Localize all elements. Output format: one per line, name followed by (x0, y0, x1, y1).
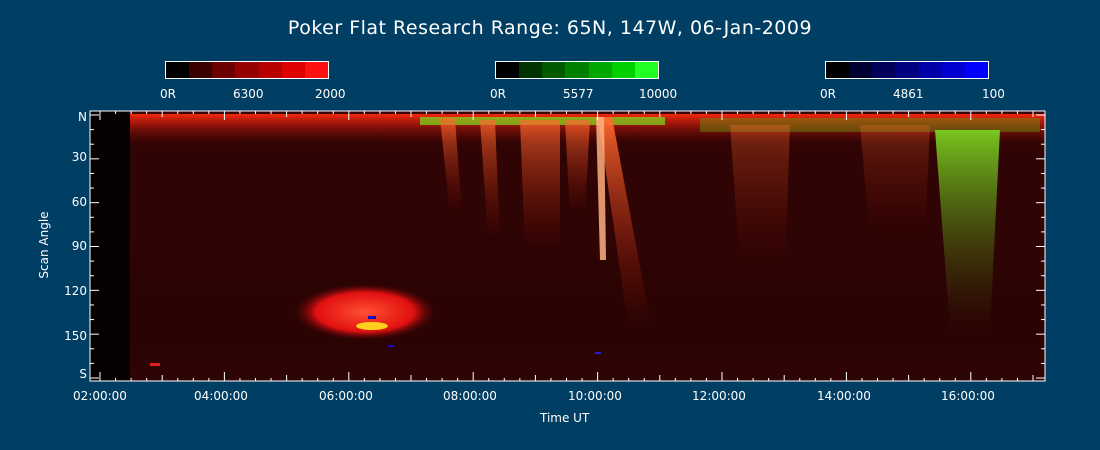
colorbar-6300-swatch-5 (281, 62, 305, 78)
y-tick-label-60: 60 (71, 195, 87, 209)
colorbar-5577-swatch-4 (588, 62, 612, 78)
y-tick-label-90: 90 (71, 239, 87, 253)
colorbar-4861-swatch-4 (918, 62, 942, 78)
colorbar-4861-swatch-2 (872, 62, 896, 78)
colorbar-5577-swatch-6 (634, 62, 658, 78)
colorbar-6300-swatch-0 (166, 62, 190, 78)
colorbar-4861-name: 4861 (893, 87, 924, 101)
colorbar-5577-swatch-5 (611, 62, 635, 78)
colorbar-5577 (495, 61, 659, 79)
feature-yellow-core (356, 322, 388, 330)
axis-ticks (90, 111, 1045, 381)
colorbar-6300-swatch-1 (189, 62, 213, 78)
colorbar-5577-swatch-0 (496, 62, 520, 78)
x-axis-title: Time UT (540, 411, 590, 425)
feature-red-streaks (440, 118, 930, 270)
x-tick-label-1000: 10:00:00 (568, 389, 622, 403)
feature-green-curtain (935, 130, 1000, 330)
colorbar-6300-swatch-2 (212, 62, 236, 78)
colorbar-6300-swatch-6 (304, 62, 328, 78)
y-tick-label-n: N (78, 110, 87, 124)
feature-red-patch (295, 284, 435, 340)
x-tick-label-0200: 02:00:00 (73, 389, 127, 403)
y-tick-label-120: 120 (64, 284, 87, 298)
feature-bright-arc (598, 117, 650, 325)
y-tick-label-30: 30 (71, 150, 87, 164)
colorbar-4861-max-label: 100 (982, 87, 1005, 101)
colorbar-5577-min-label: 0R (490, 87, 506, 101)
x-tick-label-0400: 04:00:00 (194, 389, 248, 403)
colorbar-6300-swatch-3 (235, 62, 259, 78)
colorbar-5577-name: 5577 (563, 87, 594, 101)
x-tick-label-1200: 12:00:00 (692, 389, 746, 403)
colorbar-6300-name: 6300 (233, 87, 264, 101)
colorbar-5577-swatch-2 (542, 62, 566, 78)
x-tick-label-1600: 16:00:00 (941, 389, 995, 403)
colorbar-6300 (165, 61, 329, 79)
colorbar-6300-swatch-4 (258, 62, 282, 78)
x-tick-label-0600: 06:00:00 (319, 389, 373, 403)
x-tick-label-1400: 14:00:00 (817, 389, 871, 403)
y-tick-label-s: S (79, 367, 87, 381)
y-axis-title: Scan Angle (37, 211, 51, 279)
colorbar-5577-swatch-3 (565, 62, 589, 78)
colorbar-4861 (825, 61, 989, 79)
y-tick-label-150: 150 (64, 329, 87, 343)
colorbar-5577-max-label: 10000 (639, 87, 678, 101)
colorbar-4861-swatch-5 (941, 62, 965, 78)
colorbar-4861-min-label: 0R (820, 87, 836, 101)
colorbar-4861-swatch-3 (895, 62, 919, 78)
colorbar-4861-swatch-0 (826, 62, 850, 78)
colorbar-4861-swatch-1 (849, 62, 873, 78)
colorbar-5577-swatch-1 (519, 62, 543, 78)
colorbar-6300-max-label: 2000 (315, 87, 346, 101)
colorbar-4861-swatch-6 (964, 62, 988, 78)
x-tick-label-0800: 08:00:00 (443, 389, 497, 403)
colorbar-6300-min-label: 0R (160, 87, 176, 101)
chart-title: Poker Flat Research Range: 65N, 147W, 06… (287, 17, 813, 39)
